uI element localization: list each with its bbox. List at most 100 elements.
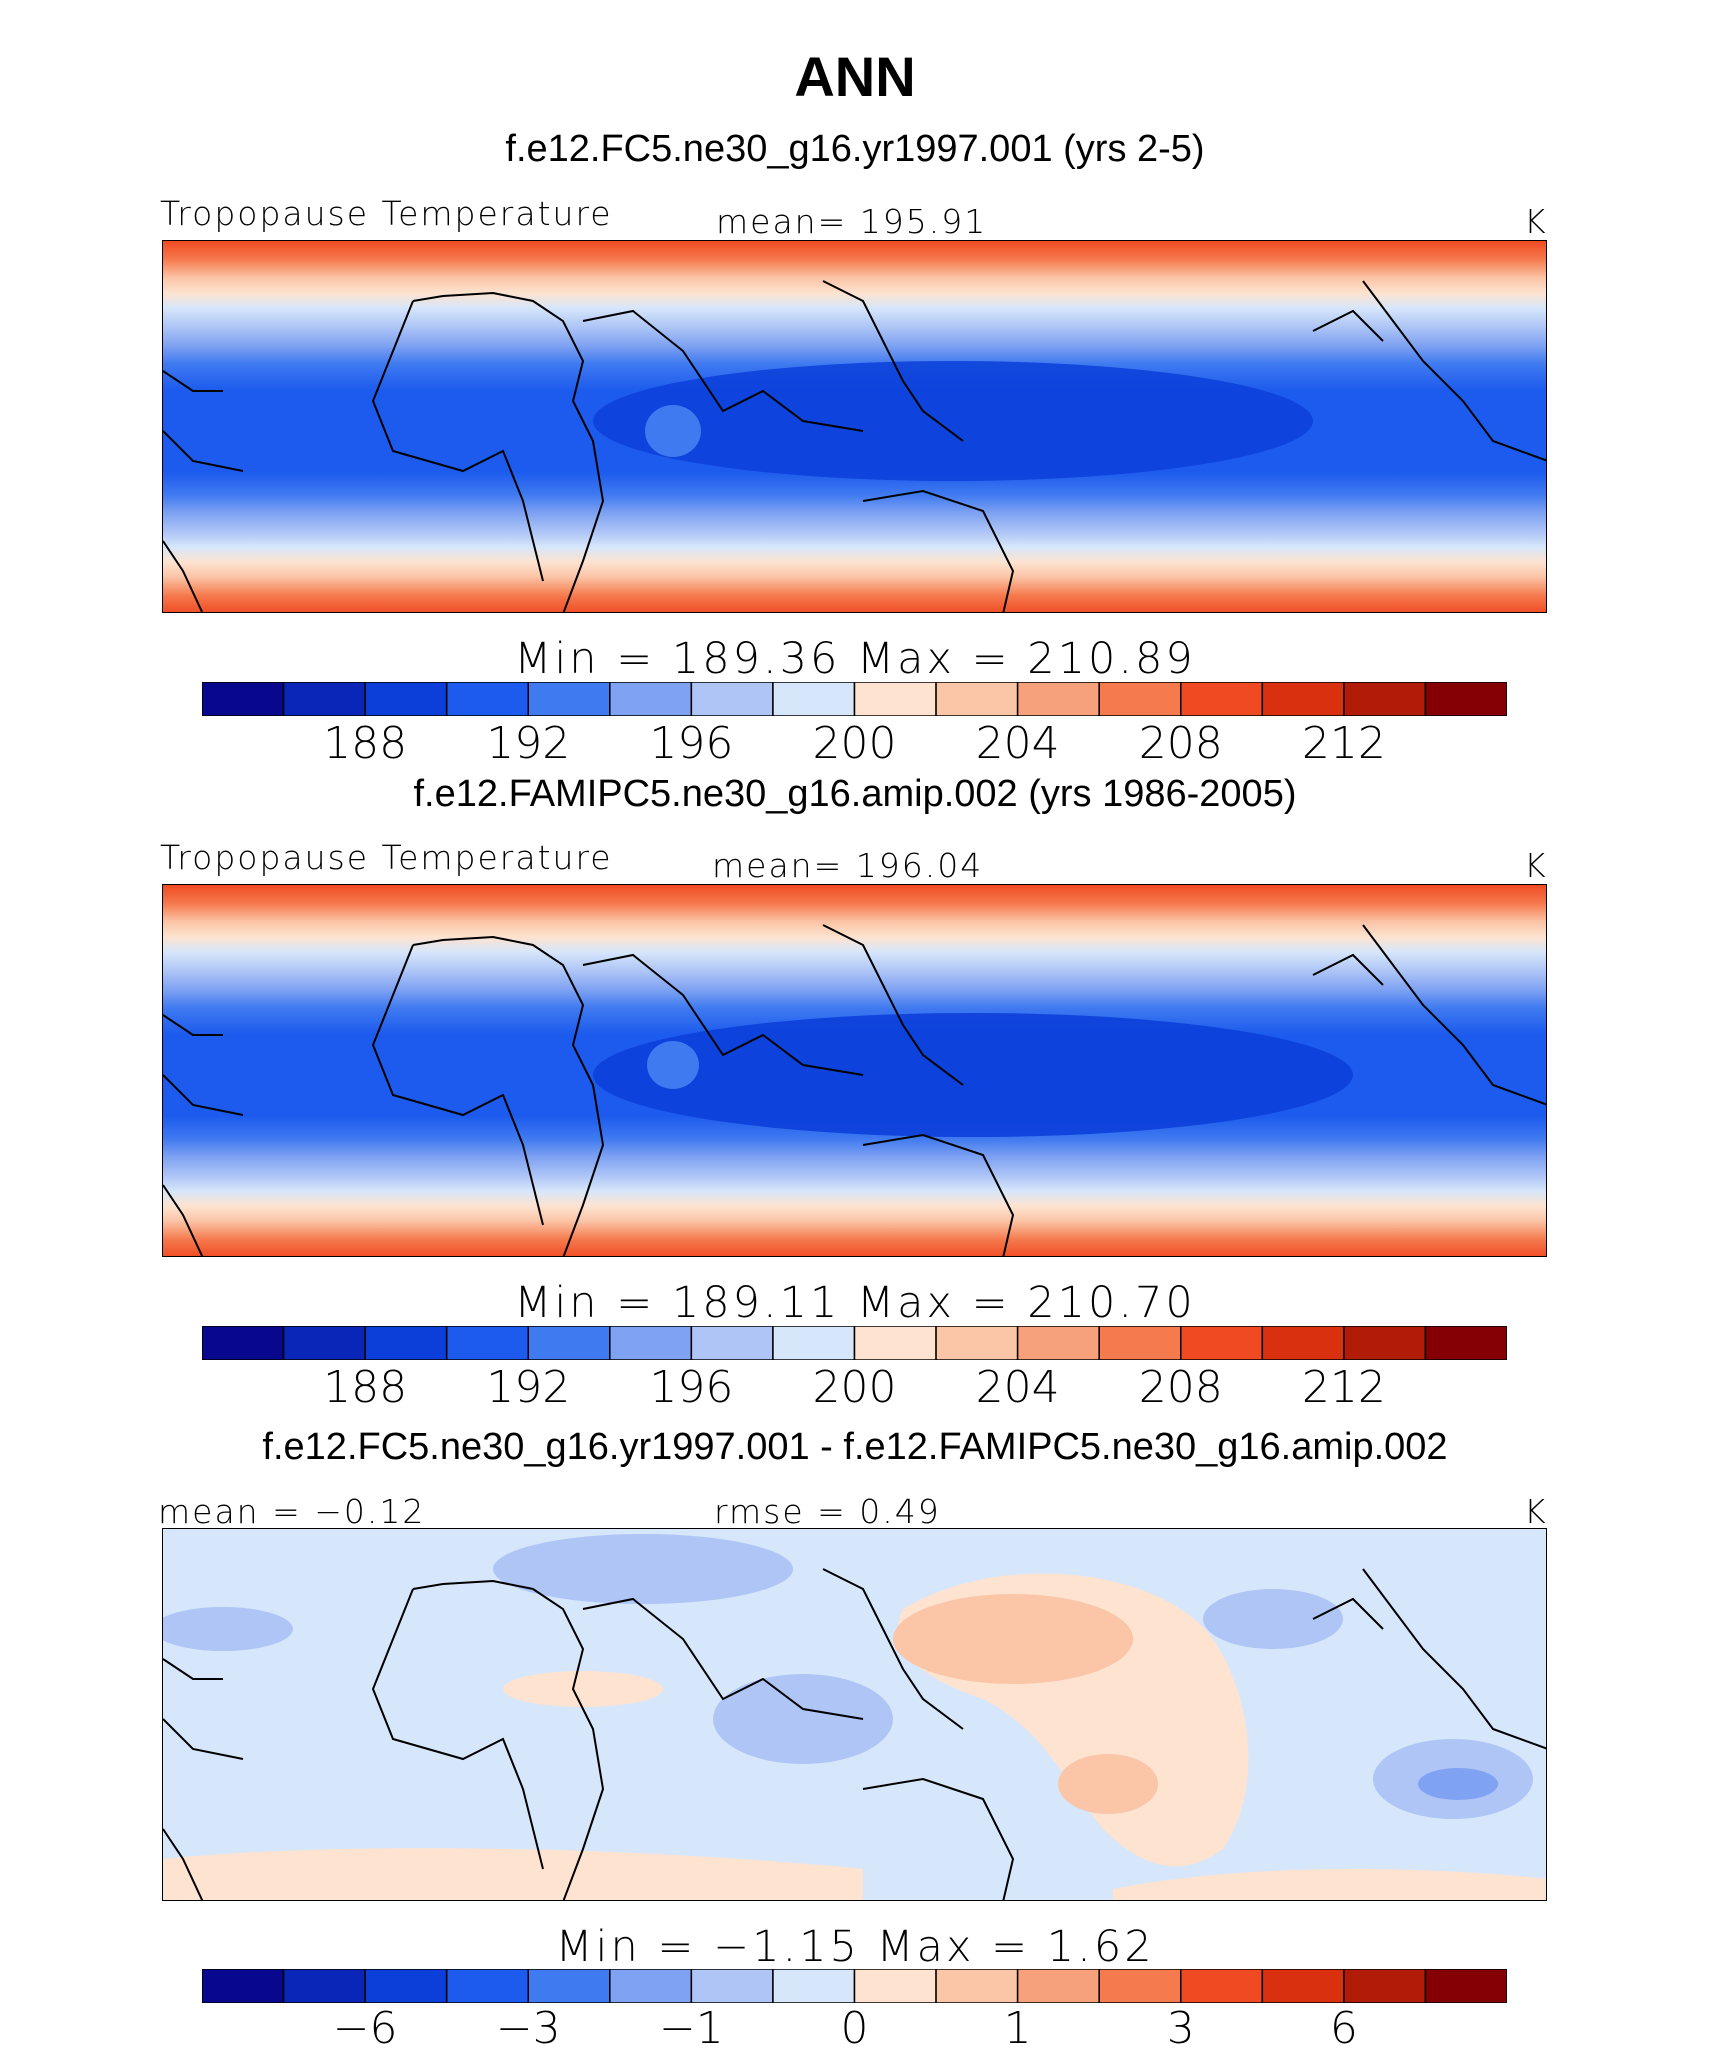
southern-positive-band [163, 1848, 863, 1900]
colorbar-swatch [772, 682, 856, 716]
difference-map [162, 1528, 1547, 1901]
indian-ocean-anomaly [647, 1041, 699, 1089]
colorbar-swatch [364, 682, 448, 716]
colorbar-tick-label: 1 [1003, 2003, 1032, 2054]
colorbar-tick-label: 192 [486, 1362, 571, 1413]
colorbar-swatch [772, 1326, 856, 1360]
colorbar-tick-label: −1 [658, 2003, 724, 2054]
colorbar-tick-label: 196 [649, 1362, 734, 1413]
colorbar-tick-label: 200 [812, 1362, 897, 1413]
colorbar-tick-label: 208 [1138, 718, 1223, 769]
colorbar [202, 682, 1507, 716]
variable-label: Tropopause Temperature [160, 838, 613, 877]
colorbar-swatch [853, 1326, 937, 1360]
colorbar-swatch [1098, 682, 1182, 716]
coastlines [163, 1568, 1546, 1900]
colorbar-swatch [1343, 682, 1427, 716]
colorbar-swatch [1098, 1326, 1182, 1360]
negative-anomaly [493, 1534, 793, 1604]
colorbar-ticks: 188 192 196 200 204 208 212 [0, 718, 1710, 769]
colorbar-swatch [527, 1969, 611, 2003]
colorbar-swatch [282, 1969, 366, 2003]
coastlines [163, 924, 1546, 1256]
colorbar-swatch [935, 1326, 1019, 1360]
indian-ocean-anomaly [645, 405, 701, 457]
warm-pool-cold-region [593, 1013, 1353, 1137]
colorbar-swatch [202, 1326, 285, 1360]
colorbar-swatch [1424, 1326, 1507, 1360]
colorbar-swatch [1016, 682, 1100, 716]
min-max-label: Min = 189.11 Max = 210.70 [514, 1278, 1196, 1328]
colorbar-swatch [690, 1326, 774, 1360]
colorbar-swatch [1180, 1326, 1264, 1360]
colorbar-swatch [445, 1326, 529, 1360]
colorbar-tick-label: 3 [1166, 2003, 1195, 2054]
colorbar-swatch [1424, 682, 1507, 716]
colorbar-tick-label: 0 [840, 2003, 869, 2054]
mean-label: mean= 195.91 [716, 202, 988, 241]
colorbar-swatch [935, 1969, 1019, 2003]
colorbar-tick-label: −6 [332, 2003, 398, 2054]
colorbar-tick-label: 188 [323, 718, 408, 769]
colorbar-tick-label: 6 [1329, 2003, 1358, 2054]
colorbar-swatch [853, 1969, 937, 2003]
colorbar-tick-label: 192 [486, 718, 571, 769]
mean-label: mean= 196.04 [712, 846, 984, 885]
unit-label: K [1524, 1492, 1546, 1531]
colorbar-tick-label: 188 [323, 1362, 408, 1413]
tropopause-temperature-map [162, 884, 1547, 1257]
colorbar-ticks: −6 −3 −1 0 1 3 6 [0, 2003, 1710, 2054]
colorbar-tick-label: 204 [975, 1362, 1060, 1413]
colorbar-swatch [1016, 1326, 1100, 1360]
tropopause-temperature-map [162, 240, 1547, 613]
positive-anomaly-core [893, 1594, 1133, 1684]
colorbar-swatch [690, 682, 774, 716]
colorbar-swatch [1424, 1969, 1507, 2003]
colorbar-swatch [609, 1326, 693, 1360]
positive-anomaly [503, 1671, 663, 1707]
colorbar-tick-label: 212 [1301, 1362, 1386, 1413]
colorbar-swatch [1343, 1326, 1427, 1360]
colorbar-swatch [527, 682, 611, 716]
negative-anomaly [1203, 1589, 1343, 1649]
unit-label: K [1524, 846, 1546, 885]
colorbar-swatch [1343, 1969, 1427, 2003]
colorbar-swatch [1098, 1969, 1182, 2003]
case-title: f.e12.FAMIPC5.ne30_g16.amip.002 (yrs 198… [413, 773, 1297, 815]
colorbar-swatch [609, 1969, 693, 2003]
min-max-label: Min = −1.15 Max = 1.62 [555, 1922, 1155, 1972]
positive-anomaly-core [1058, 1754, 1158, 1814]
colorbar-swatch [1261, 1969, 1345, 2003]
unit-label: K [1524, 202, 1546, 241]
colorbar-swatch [527, 1326, 611, 1360]
colorbar-tick-label: −3 [495, 2003, 561, 2054]
colorbar-swatch [609, 682, 693, 716]
mean-label: mean = −0.12 [158, 1492, 426, 1531]
colorbar-swatch [445, 1969, 529, 2003]
negative-anomaly [163, 1607, 293, 1651]
rmse-label: rmse = 0.49 [714, 1492, 941, 1531]
colorbar-swatch [445, 682, 529, 716]
colorbar-swatch [202, 1969, 285, 2003]
figure-title: ANN [794, 45, 916, 108]
case-title: f.e12.FC5.ne30_g16.yr1997.001 - f.e12.FA… [262, 1426, 1448, 1468]
negative-anomaly-core [1418, 1768, 1498, 1800]
colorbar-swatch [282, 682, 366, 716]
colorbar-tick-label: 208 [1138, 1362, 1223, 1413]
colorbar-tick-label: 204 [975, 718, 1060, 769]
colorbar-swatch [690, 1969, 774, 2003]
colorbar-ticks: 188 192 196 200 204 208 212 [0, 1362, 1710, 1413]
colorbar-swatch [364, 1326, 448, 1360]
case-title: f.e12.FC5.ne30_g16.yr1997.001 (yrs 2-5) [505, 128, 1205, 170]
colorbar [202, 1969, 1507, 2003]
colorbar-swatch [1180, 1969, 1264, 2003]
colorbar-swatch [1180, 682, 1264, 716]
colorbar-swatch [202, 682, 285, 716]
colorbar-tick-label: 212 [1301, 718, 1386, 769]
min-max-label: Min = 189.36 Max = 210.89 [514, 634, 1196, 684]
colorbar-swatch [853, 682, 937, 716]
coastlines [163, 280, 1546, 612]
colorbar-tick-label: 200 [812, 718, 897, 769]
colorbar [202, 1326, 1507, 1360]
warm-pool-cold-region [593, 361, 1313, 481]
